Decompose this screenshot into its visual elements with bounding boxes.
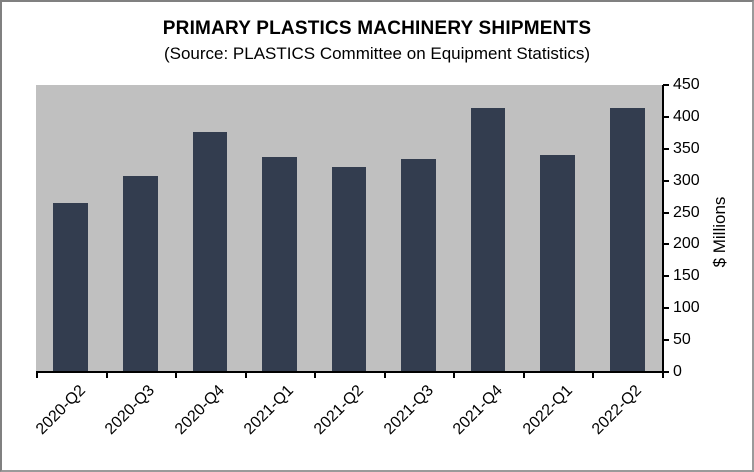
y-tick-label: 100: [673, 299, 700, 317]
x-tick: [105, 372, 108, 378]
y-tick-label: 450: [673, 76, 700, 93]
x-tick: [522, 372, 525, 378]
x-tick: [175, 372, 178, 378]
y-tick: [663, 179, 669, 182]
bar-2020-Q2: [53, 203, 89, 372]
x-tick: [592, 372, 595, 378]
y-tick: [663, 275, 669, 278]
y-tick: [663, 243, 669, 246]
y-tick-label: 0: [673, 363, 682, 380]
bar-2020-Q4: [192, 132, 228, 372]
bar-2021-Q1: [262, 157, 297, 372]
x-tick: [662, 372, 664, 378]
x-tick: [453, 372, 456, 378]
y-tick-label: 350: [673, 139, 700, 157]
y-tick: [663, 339, 669, 342]
y-tick: [663, 371, 669, 373]
x-tick: [383, 372, 386, 378]
bar-2022-Q2: [609, 107, 645, 372]
y-tick: [663, 307, 669, 310]
plot-area: [36, 85, 662, 372]
y-tick: [663, 84, 669, 86]
x-tick: [314, 372, 317, 378]
x-tick: [36, 372, 38, 378]
y-axis-title: $ Millions: [710, 196, 729, 268]
x-tick: [244, 372, 247, 378]
bar-2021-Q4: [470, 107, 506, 372]
y-tick: [663, 211, 669, 214]
bar-2020-Q3: [122, 176, 158, 372]
y-tick: [663, 115, 669, 118]
chart-subtitle: (Source: PLASTICS Committee on Equipment…: [163, 44, 591, 63]
bar-2021-Q3: [401, 158, 436, 372]
chart-title: PRIMARY PLASTICS MACHINERY SHIPMENTS: [162, 18, 592, 39]
y-tick: [663, 147, 669, 150]
y-tick-label: 250: [673, 203, 700, 221]
y-tick-label: 300: [673, 171, 700, 189]
bar-2022-Q1: [540, 155, 576, 372]
x-axis-line: [36, 371, 664, 373]
y-axis-line: [662, 85, 664, 373]
y-tick-label: 400: [673, 107, 700, 125]
bar-2021-Q2: [331, 167, 367, 372]
y-tick-label: 150: [673, 267, 700, 285]
y-tick-label: 50: [673, 331, 691, 349]
y-tick-label: 200: [673, 235, 700, 253]
